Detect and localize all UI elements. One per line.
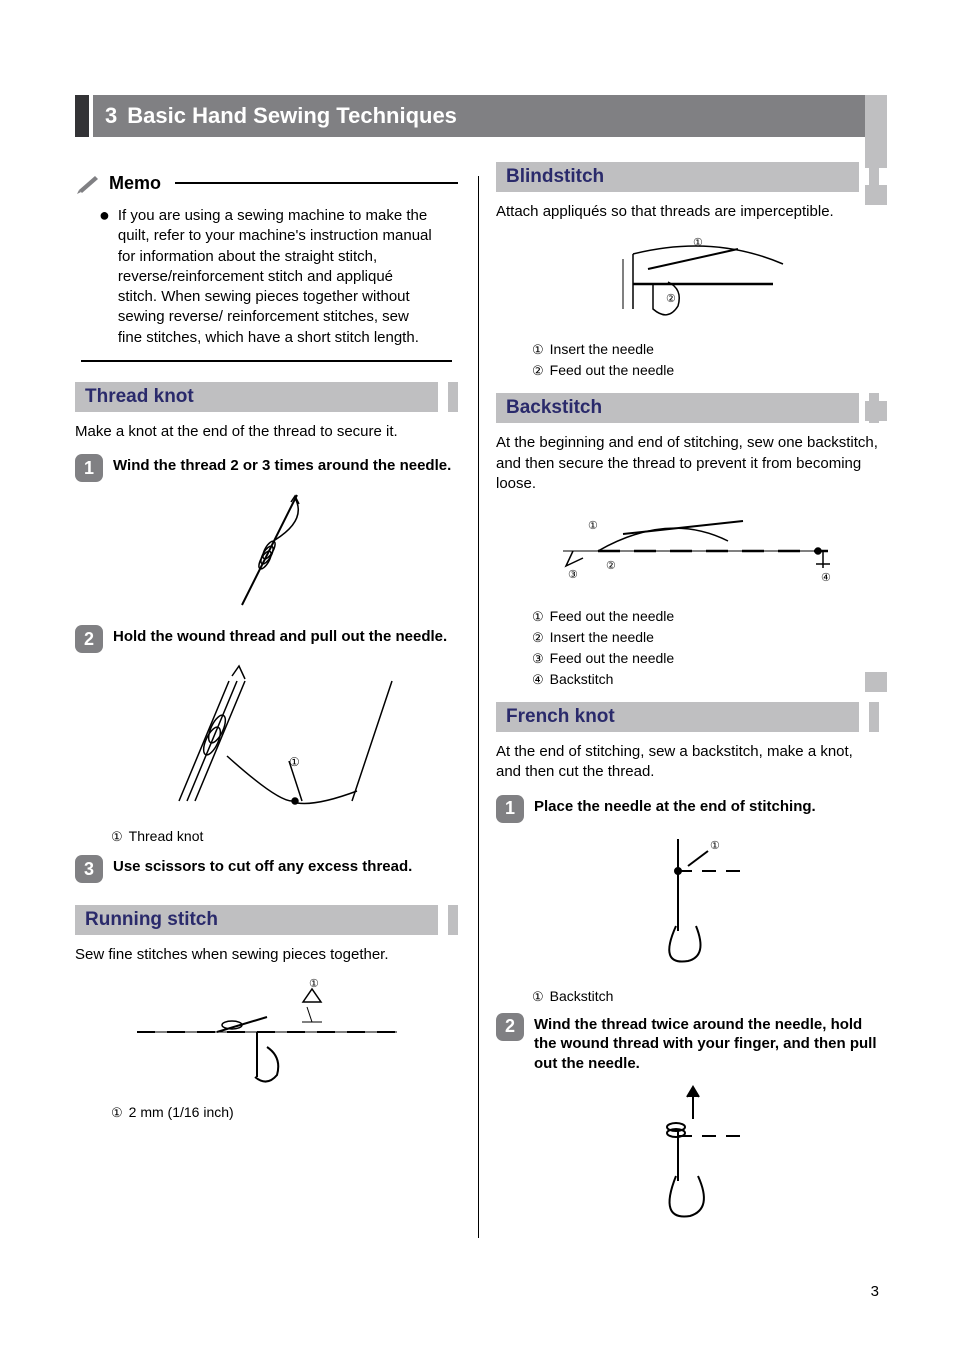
circled-number-icon: ① (532, 987, 544, 1007)
section-header-thread-knot: Thread knot (75, 382, 458, 412)
section-header-backstitch: Backstitch (496, 393, 879, 423)
section-header-french-knot: French knot (496, 702, 879, 732)
bullet-icon: ● (99, 206, 110, 348)
svg-text:①: ① (710, 840, 720, 852)
legend-text: Feed out the needle (550, 648, 675, 669)
step-text: Hold the wound thread and pull out the n… (113, 625, 447, 647)
legend-text: Backstitch (550, 669, 614, 690)
legend-thread-knot: ① Thread knot (111, 826, 458, 847)
blindstitch-desc: Attach appliqués so that threads are imp… (496, 202, 879, 222)
legend-text: 2 mm (1/16 inch) (129, 1102, 234, 1123)
step-2-fk: 2 Wind the thread twice around the needl… (496, 1013, 879, 1074)
step-2: 2 Hold the wound thread and pull out the… (75, 625, 458, 653)
legend-text: Insert the needle (550, 627, 654, 648)
memo-header: Memo (75, 170, 458, 196)
figure-french-knot-1: ① (496, 831, 879, 976)
chapter-header: 3 Basic Hand Sewing Techniques (75, 95, 879, 137)
legend-blindstitch: ① Insert the needle ② Feed out the needle (532, 339, 879, 381)
side-tab (865, 185, 887, 205)
left-column: Memo ● If you are using a sewing machine… (75, 162, 458, 1246)
step-text: Place the needle at the end of stitching… (534, 795, 816, 817)
chapter-title-bar: 3 Basic Hand Sewing Techniques (93, 95, 879, 137)
svg-text:①: ① (588, 520, 598, 532)
legend-text: Feed out the needle (550, 606, 675, 627)
section-title: Blindstitch (496, 162, 859, 192)
chapter-title: Basic Hand Sewing Techniques (127, 103, 457, 129)
svg-text:①: ① (309, 978, 319, 990)
svg-text:③: ③ (568, 569, 578, 581)
figure-running-stitch: ① (75, 977, 458, 1092)
step-number-icon: 1 (496, 795, 524, 823)
section-header-blindstitch: Blindstitch (496, 162, 879, 192)
step-1-fk: 1 Place the needle at the end of stitchi… (496, 795, 879, 823)
step-1: 1 Wind the thread 2 or 3 times around th… (75, 454, 458, 482)
memo-rule (175, 182, 458, 184)
svg-text:②: ② (606, 560, 616, 572)
memo-body: ● If you are using a sewing machine to m… (99, 206, 434, 348)
step-number-icon: 2 (75, 625, 103, 653)
section-end-block (448, 382, 458, 412)
step-number-icon: 2 (496, 1013, 524, 1041)
memo-text: If you are using a sewing machine to mak… (118, 206, 434, 348)
section-header-running-stitch: Running stitch (75, 905, 458, 935)
legend-text: Backstitch (550, 986, 614, 1007)
section-title: Backstitch (496, 393, 859, 423)
step-text: Wind the thread twice around the needle,… (534, 1013, 879, 1074)
step-number-icon: 1 (75, 454, 103, 482)
section-title: Running stitch (75, 905, 438, 935)
figure-pull-needle: ① (75, 661, 458, 816)
side-tab (865, 672, 887, 692)
thread-knot-desc: Make a knot at the end of the thread to … (75, 422, 458, 442)
side-accent-top (865, 95, 887, 168)
backstitch-desc: At the beginning and end of stitching, s… (496, 433, 879, 494)
chapter-number: 3 (105, 103, 117, 129)
circled-number-icon: ① (532, 340, 544, 360)
circled-number-icon: ② (532, 361, 544, 381)
memo-icon (75, 170, 101, 196)
running-stitch-desc: Sew fine stitches when sewing pieces tog… (75, 945, 458, 965)
circled-number-icon: ② (532, 628, 544, 648)
svg-text:②: ② (666, 293, 676, 305)
legend-text: Insert the needle (550, 339, 654, 360)
step-number-icon: 3 (75, 855, 103, 883)
svg-text:①: ① (289, 755, 300, 769)
step-text: Use scissors to cut off any excess threa… (113, 855, 412, 877)
page-number: 3 (871, 1283, 879, 1300)
circled-number-icon: ① (111, 1103, 123, 1123)
section-title: Thread knot (75, 382, 438, 412)
svg-text:④: ④ (821, 572, 831, 584)
legend-text: Feed out the needle (550, 360, 675, 381)
right-column: Blindstitch Attach appliqués so that thr… (496, 162, 879, 1246)
circled-number-icon: ① (111, 827, 123, 847)
legend-backstitch: ①Feed out the needle ②Insert the needle … (532, 606, 879, 690)
french-knot-desc: At the end of stitching, sew a backstitc… (496, 742, 879, 783)
figure-backstitch: ① ② ③ ④ (496, 506, 879, 596)
section-end-block (448, 905, 458, 935)
svg-text:①: ① (693, 237, 703, 249)
side-tab (865, 401, 887, 421)
circled-number-icon: ① (532, 607, 544, 627)
figure-french-knot-2 (496, 1081, 879, 1236)
step-3: 3 Use scissors to cut off any excess thr… (75, 855, 458, 883)
memo-underline (81, 360, 452, 362)
chapter-accent (75, 95, 89, 137)
figure-blindstitch: ① ② (496, 234, 879, 329)
legend-text: Thread knot (129, 826, 204, 847)
circled-number-icon: ③ (532, 649, 544, 669)
column-divider (478, 176, 479, 1238)
legend-running-stitch: ① 2 mm (1/16 inch) (111, 1102, 458, 1123)
legend-french-knot: ① Backstitch (532, 986, 879, 1007)
circled-number-icon: ④ (532, 670, 544, 690)
figure-wind-thread (75, 490, 458, 615)
memo-title: Memo (109, 173, 161, 194)
section-title: French knot (496, 702, 859, 732)
section-end-block (869, 702, 879, 732)
step-text: Wind the thread 2 or 3 times around the … (113, 454, 451, 476)
